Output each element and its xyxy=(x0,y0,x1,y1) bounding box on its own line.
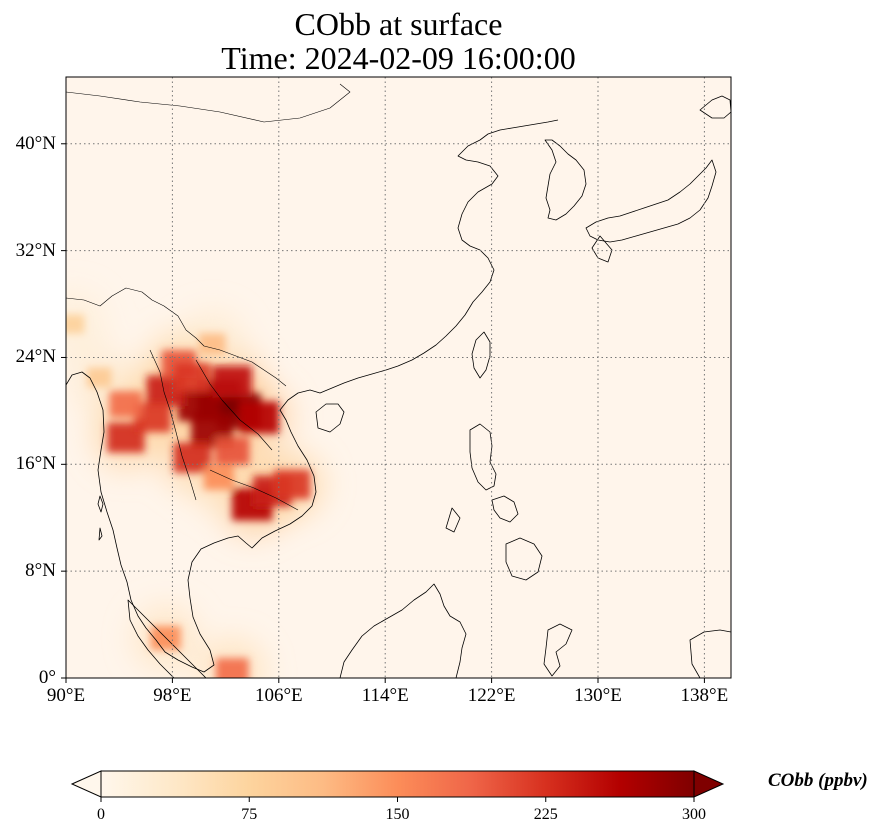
coastline-sumatra xyxy=(127,599,207,678)
border-lines xyxy=(66,83,351,511)
lon-tick-label: 138°E xyxy=(680,685,729,706)
coastline-andaman xyxy=(97,495,104,541)
coastline-papua xyxy=(689,629,731,678)
map-figure xyxy=(61,76,732,683)
coastline-palawan xyxy=(445,507,461,533)
colorbar-tick-label: 225 xyxy=(533,806,558,823)
colorbar-extend-min xyxy=(70,770,102,798)
graticule xyxy=(66,77,731,678)
co-plume-cell xyxy=(199,333,226,355)
lat-tick-label: 0° xyxy=(38,667,56,688)
smoke-haze-blob xyxy=(66,290,107,359)
lat-tick-label: 24°N xyxy=(15,346,56,368)
coastline-borneo xyxy=(339,583,467,678)
coastline-sulawesi xyxy=(543,623,573,677)
co-plume-cell xyxy=(203,465,234,490)
colorbar-tick-label: 0 xyxy=(97,806,105,823)
co-plume-cell xyxy=(212,365,252,398)
coastline-korea xyxy=(544,139,587,221)
co-plume-cell xyxy=(215,658,249,678)
colorbar-label: CObb (ppbv) xyxy=(768,770,868,791)
lon-tick-label: 122°E xyxy=(467,685,516,706)
coastline-taiwan xyxy=(471,331,491,379)
coastline-japan-south xyxy=(591,235,613,263)
co-plume-cell xyxy=(214,437,250,465)
map-frame xyxy=(65,76,732,679)
colorbar-tick-label: 300 xyxy=(682,806,706,823)
lat-tick-label: 16°N xyxy=(15,453,56,475)
co-plume-cell xyxy=(273,469,311,499)
co-plume-cell xyxy=(109,391,143,418)
axis-tick-marks xyxy=(61,143,705,683)
coastline-japan xyxy=(585,159,717,243)
co-plume-cell xyxy=(238,401,279,434)
lat-tick-label: 32°N xyxy=(15,239,56,261)
coastline-visayas xyxy=(491,495,519,523)
colorbar-extend-max xyxy=(693,770,725,798)
colorbar-tick-marks xyxy=(100,797,695,802)
lat-tick-label: 8°N xyxy=(25,560,56,582)
colorbar-tick-label: 150 xyxy=(385,806,410,823)
smoke-haze-blob xyxy=(198,637,267,678)
colorbar xyxy=(70,770,725,802)
lat-tick-label: 40°N xyxy=(15,132,56,154)
coastline-luzon xyxy=(469,423,497,491)
lon-tick-label: 130°E xyxy=(574,685,622,706)
coastline-hainan xyxy=(315,403,345,433)
lon-tick-label: 90°E xyxy=(46,685,86,706)
lon-tick-label: 98°E xyxy=(153,685,192,706)
lon-tick-label: 106°E xyxy=(254,685,303,706)
title-line-1: CObb at surface xyxy=(294,6,503,42)
coastlines xyxy=(66,83,731,678)
title-line-2: Time: 2024-02-09 16:00:00 xyxy=(221,40,576,76)
colorbar-tick-label: 75 xyxy=(241,806,258,823)
co-plume-cell xyxy=(66,314,85,334)
coastline-mainland xyxy=(66,119,559,673)
co-plume-cell xyxy=(174,362,211,393)
co-plume-cell xyxy=(87,367,112,388)
lon-tick-label: 114°E xyxy=(361,685,409,706)
colorbar-gradient xyxy=(100,770,695,798)
coastline-mindanao xyxy=(505,537,543,581)
